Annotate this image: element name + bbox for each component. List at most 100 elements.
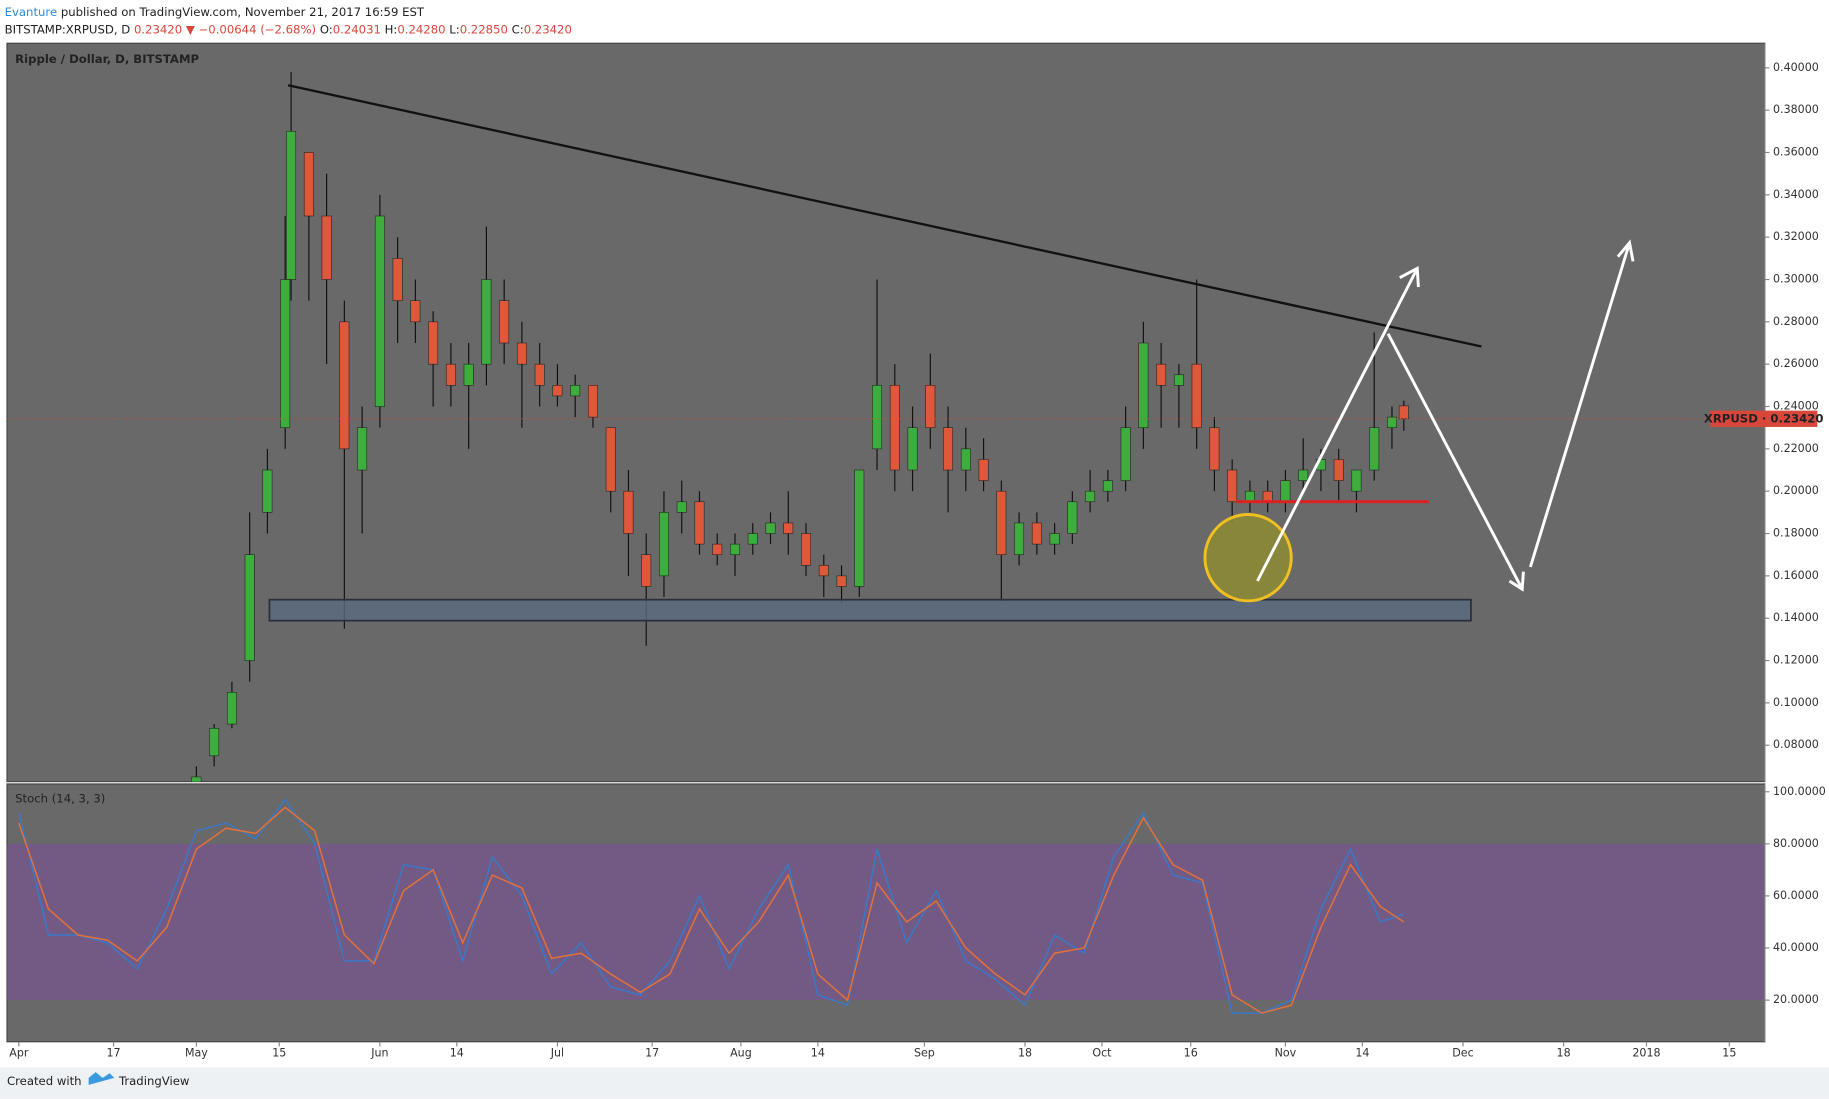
y-tick-label: 0.22000: [1773, 442, 1819, 455]
x-tick-label: Jun: [370, 1046, 388, 1059]
candle-body: [1191, 363, 1202, 428]
candle-body: [552, 385, 563, 397]
candle-body: [872, 385, 883, 450]
candle-body: [907, 427, 918, 471]
y-tick-label: 20.0000: [1773, 993, 1819, 1006]
candle-body: [836, 575, 847, 587]
candle-body: [854, 469, 865, 587]
candle-body: [1280, 480, 1291, 503]
candle-body: [818, 564, 829, 577]
y-tick-label: 60.0000: [1773, 889, 1819, 902]
candle-body: [481, 279, 492, 365]
support-zone: [268, 598, 1472, 622]
logo: [88, 1072, 115, 1085]
candle-body: [463, 363, 474, 386]
candle-body: [1102, 480, 1113, 492]
stoch-line: [18, 806, 1405, 1014]
trend-line: [287, 84, 1482, 348]
y-tick-label: 40.0000: [1773, 941, 1819, 954]
candle-body: [1173, 374, 1184, 386]
candle-body: [996, 490, 1007, 555]
candle-body: [244, 554, 255, 661]
field-value: 0.24280: [397, 22, 445, 36]
candle-body: [1085, 490, 1096, 503]
x-tick-label: 15: [272, 1046, 286, 1059]
y-tick-label: 0.34000: [1773, 188, 1819, 201]
y-tick-label: 0.40000: [1773, 61, 1819, 74]
y-tick-label: 100.0000: [1773, 785, 1826, 798]
x-tick-label: 15: [1722, 1046, 1736, 1059]
arrow: [1528, 239, 1635, 568]
y-tick-label: 0.16000: [1773, 569, 1819, 582]
candle-body: [925, 385, 936, 428]
x-tick-label: 17: [106, 1046, 120, 1059]
x-tick-label: Aug: [730, 1046, 752, 1059]
drawings: [268, 84, 1635, 622]
candle-body: [1049, 533, 1060, 545]
x-tick-label: 17: [645, 1046, 659, 1059]
field-label: C:: [512, 22, 524, 36]
x-tick-label: Dec: [1452, 1046, 1473, 1059]
last-price-badge: [1710, 410, 1818, 427]
candle-body: [392, 258, 403, 301]
field-value: 0.24031: [333, 22, 381, 36]
y-tick-label: 0.24000: [1773, 400, 1819, 413]
candle-body: [605, 427, 616, 492]
candle-body: [534, 363, 545, 386]
price-title: Ripple / Dollar, D, BITSTAMP: [15, 52, 199, 66]
candle-body: [1298, 469, 1309, 481]
candle-body: [262, 469, 273, 513]
candle-body: [676, 501, 687, 513]
y-tick-label: 0.28000: [1773, 315, 1819, 328]
x-tick-label: Oct: [1092, 1046, 1112, 1059]
candle-body: [1014, 522, 1025, 555]
candle-body: [623, 490, 634, 534]
x-tick-label: 14: [811, 1046, 825, 1059]
x-tick-label: 2018: [1632, 1046, 1660, 1059]
band: [6, 843, 1765, 1001]
price-panel: [6, 42, 1766, 783]
candle-body: [339, 321, 350, 450]
candle-body: [1227, 469, 1238, 503]
candle-body: [960, 448, 971, 471]
candle-body: [499, 300, 510, 344]
candle-body: [694, 501, 705, 545]
published: published on TradingView.com, November 2…: [61, 4, 425, 18]
candle-body: [226, 692, 237, 725]
stoch-title: Stoch (14, 3, 3): [15, 792, 105, 806]
x-tick-label: Apr: [9, 1046, 29, 1059]
candle-body: [943, 427, 954, 471]
footer: [0, 1067, 1829, 1099]
candle-body: [1138, 342, 1149, 428]
last-price-label: XRPUSD · 0.23420: [1704, 411, 1824, 425]
candle-body: [1031, 522, 1042, 545]
field-value: 0.22850: [460, 22, 508, 36]
stoch-plot: [6, 798, 1765, 1014]
header: Evanture published on TradingView.com, N…: [5, 4, 425, 18]
quote: BITSTAMP:XRPUSD, D 0.23420 ▼ −0.00644 (−…: [5, 22, 572, 36]
author[interactable]: Evanture: [5, 4, 57, 18]
candle-body: [712, 543, 723, 555]
x-tick-label: 18: [1018, 1046, 1032, 1059]
x-tick-label: 14: [450, 1046, 464, 1059]
candle-body: [801, 533, 811, 566]
y-tick-label: 0.18000: [1773, 527, 1819, 540]
field-label: H:: [385, 22, 398, 36]
field-label: O:: [320, 22, 333, 36]
candle-body: [783, 522, 794, 534]
candle-body: [659, 512, 669, 577]
y-tick-label: 0.30000: [1773, 273, 1819, 286]
candle-body: [641, 554, 652, 587]
candle-body: [374, 215, 385, 407]
candle-body: [765, 522, 776, 534]
x-tick-label: 16: [1184, 1046, 1198, 1059]
candle-body: [1120, 427, 1131, 481]
candle-body: [1244, 490, 1255, 503]
price-plot: [6, 72, 1765, 782]
footer-brand[interactable]: TradingView: [118, 1074, 190, 1088]
x-tick-label: Jul: [550, 1046, 564, 1059]
y-tick-label: 0.36000: [1773, 145, 1819, 158]
candle-body: [1369, 427, 1380, 471]
